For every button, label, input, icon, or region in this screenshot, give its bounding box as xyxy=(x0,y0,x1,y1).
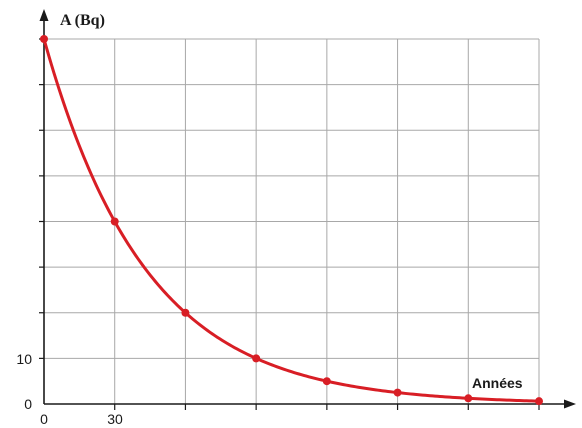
axis-ticks xyxy=(39,38,540,410)
data-point xyxy=(322,377,331,386)
series-line xyxy=(42,37,541,403)
x-tick-label-30: 30 xyxy=(107,411,123,427)
y-axis-arrow xyxy=(39,9,49,21)
data-point xyxy=(40,35,48,43)
grid xyxy=(44,38,540,404)
data-point xyxy=(252,354,261,363)
y-tick-label-0: 0 xyxy=(24,396,32,412)
y-axis-title: A (Bq) xyxy=(60,12,105,29)
x-axis-title: Années xyxy=(472,375,523,391)
data-point xyxy=(393,388,402,397)
x-axis-arrow xyxy=(564,399,576,409)
data-point xyxy=(464,394,473,403)
x-tick-label-0: 0 xyxy=(40,411,48,427)
data-point xyxy=(181,308,190,317)
data-point xyxy=(535,397,543,406)
y-tick-label-10: 10 xyxy=(16,351,32,367)
data-points xyxy=(40,35,543,406)
data-point xyxy=(110,217,119,226)
